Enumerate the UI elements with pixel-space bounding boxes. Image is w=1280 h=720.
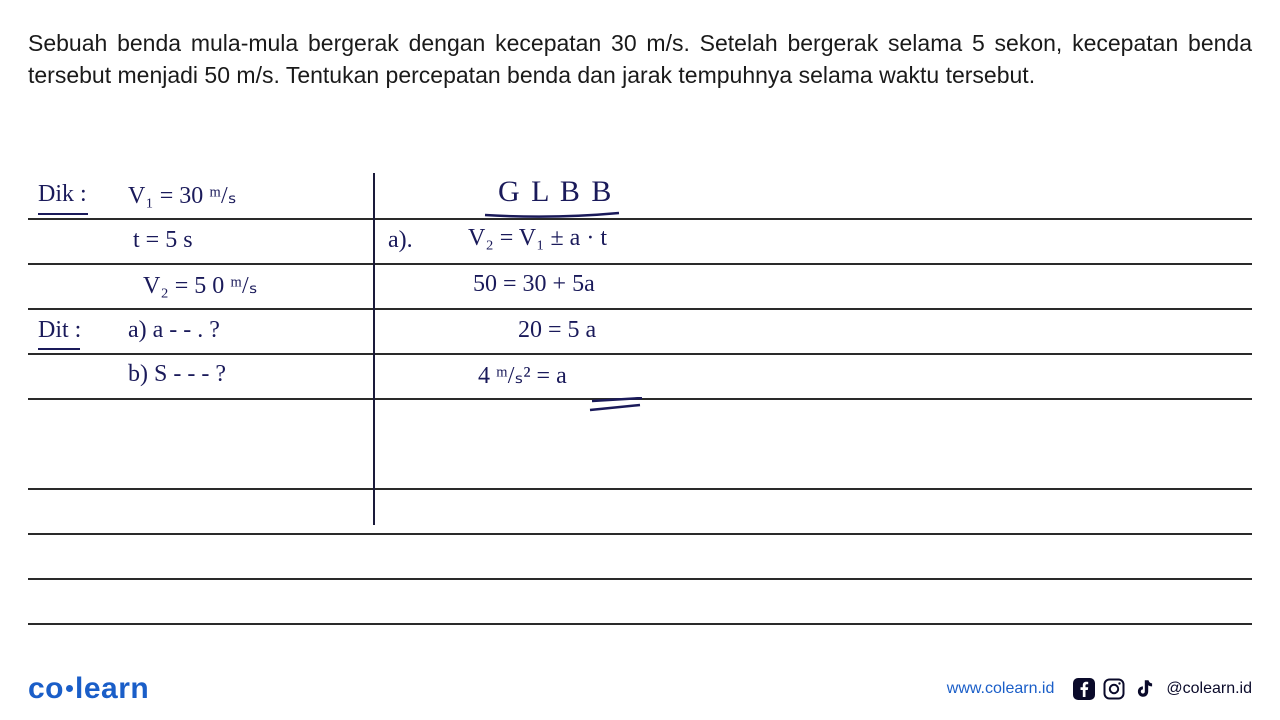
dit-underline [38,348,80,350]
dik-underline [38,213,88,215]
question-area: Sebuah benda mula-mula bergerak dengan k… [0,0,1280,91]
find-b: b) S - - - ? [128,361,226,388]
glbb-underline [483,211,613,219]
glbb-heading: G L B B [498,175,613,209]
t-equation: t = 5 s [133,227,193,254]
find-a: a) a - - . ? [128,317,220,344]
footer: colearn www.colearn.id @colearn.id [0,672,1280,706]
question-text: Sebuah benda mula-mula bergerak dengan k… [28,28,1252,91]
equation-2: 50 = 30 + 5a [473,271,595,298]
vertical-divider [373,173,375,525]
instagram-icon[interactable] [1102,677,1126,701]
brand-learn: learn [75,672,149,705]
ruled-line [28,533,1252,535]
tiktok-icon[interactable] [1132,677,1156,701]
v2-equation: V₂ = 5 0 ᵐ/ₛ [143,271,258,300]
ruled-line [28,488,1252,490]
find-label: Dit : [38,317,81,344]
equation-4: 4 ᵐ/ₛ² = a [478,361,567,390]
brand-dot-icon [66,685,73,692]
equation-1: V₂ = V₁ ± a · t [468,225,607,252]
answer-double-underline [588,397,638,413]
ruled-line [28,578,1252,580]
equation-3: 20 = 5 a [518,317,596,344]
work-area: Dik : V₁ = 30 ᵐ/ₛ t = 5 s V₂ = 5 0 ᵐ/ₛ D… [28,175,1252,650]
social-group: @colearn.id [1072,677,1252,701]
brand-logo: colearn [28,672,149,706]
footer-right: www.colearn.id @colearn.id [947,677,1252,701]
brand-co: co [28,672,64,705]
given-label: Dik : [38,181,87,208]
facebook-icon[interactable] [1072,677,1096,701]
ruled-line [28,308,1252,310]
ruled-line [28,263,1252,265]
v1-equation: V₁ = 30 ᵐ/ₛ [128,181,237,210]
social-handle: @colearn.id [1166,680,1252,698]
ruled-line [28,353,1252,355]
ruled-line [28,623,1252,625]
step-a-label: a). [388,227,413,254]
ruled-line [28,218,1252,220]
website-url[interactable]: www.colearn.id [947,680,1055,698]
